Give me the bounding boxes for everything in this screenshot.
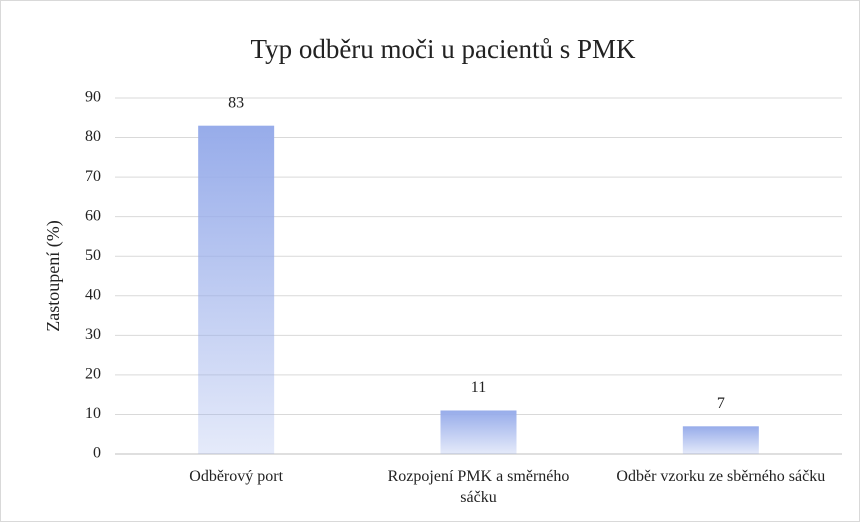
y-axis-label: Zastoupení (%) bbox=[43, 220, 64, 331]
bar bbox=[682, 426, 759, 454]
y-tick-label: 50 bbox=[85, 247, 101, 264]
data-label: 7 bbox=[717, 395, 725, 412]
x-tick-label: Odběr vzorku ze sběrného sáčku bbox=[616, 468, 826, 485]
y-tick-label: 80 bbox=[85, 128, 101, 145]
y-tick-label: 70 bbox=[85, 168, 101, 185]
data-label: 11 bbox=[471, 379, 486, 396]
x-tick-label: Odběrový port bbox=[189, 468, 284, 485]
y-tick-label: 90 bbox=[85, 89, 101, 106]
x-tick-label: Rozpojení PMK a směrného sáčku bbox=[387, 468, 570, 506]
bar bbox=[440, 410, 517, 454]
data-label: 83 bbox=[228, 94, 244, 111]
y-tick-label: 10 bbox=[85, 405, 101, 422]
bar bbox=[198, 125, 275, 454]
y-tick-label: 20 bbox=[85, 366, 101, 383]
chart-title: Typ odběru moči u pacientů s PMK bbox=[250, 34, 636, 64]
y-tick-label: 60 bbox=[85, 207, 101, 224]
y-tick-label: 0 bbox=[93, 445, 101, 462]
y-tick-label: 30 bbox=[85, 326, 101, 343]
y-tick-label: 40 bbox=[85, 286, 101, 303]
